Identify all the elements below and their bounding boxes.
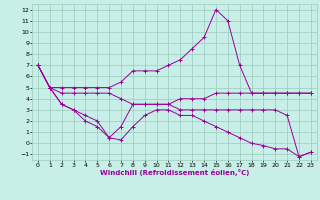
X-axis label: Windchill (Refroidissement éolien,°C): Windchill (Refroidissement éolien,°C) [100,169,249,176]
